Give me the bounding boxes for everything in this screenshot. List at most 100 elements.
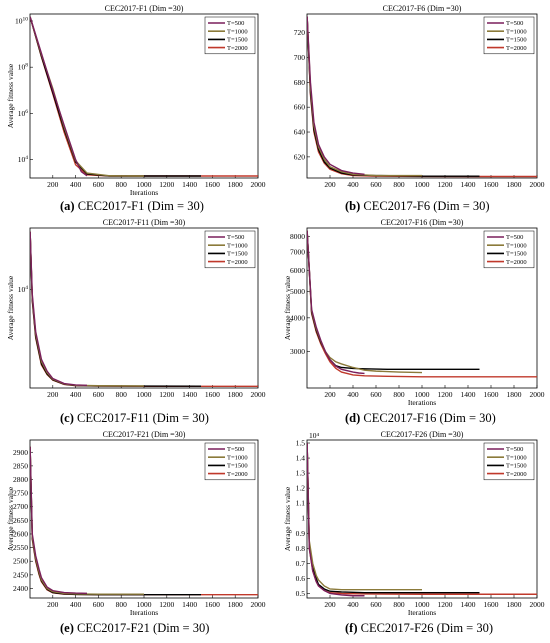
legend-label: T=1500 (506, 251, 527, 258)
x-tick-label: 600 (93, 180, 105, 189)
x-tick-label: 800 (116, 180, 128, 189)
x-tick-label: 1400 (461, 390, 476, 399)
x-tick-label: 600 (93, 390, 105, 399)
x-tick-label: 1000 (137, 390, 152, 399)
series-line-t-500 (307, 442, 365, 597)
x-tick-label: 1000 (415, 180, 430, 189)
y-axis-label: Average fitness value (283, 486, 292, 551)
x-tick-label: 1800 (228, 180, 243, 189)
series-line-t-500 (307, 230, 365, 375)
legend-label: T=500 (506, 446, 523, 453)
series-group (30, 231, 258, 388)
y-tick-label: 0.7 (296, 559, 306, 568)
x-tick-label: 2000 (530, 180, 545, 189)
x-tick-label: 2000 (251, 600, 266, 609)
x-tick-label: 1200 (438, 390, 453, 399)
x-tick-label: 1600 (205, 180, 220, 189)
legend-label: T=2000 (506, 45, 527, 52)
x-tick-label: 400 (70, 600, 82, 609)
panel-caption: (c) CEC2017-F11 (Dim = 30) (60, 411, 209, 425)
x-tick-label: 200 (324, 390, 336, 399)
legend-label: T=1000 (227, 242, 248, 249)
x-tick-label: 200 (47, 390, 59, 399)
chart-panel-4: CEC2017-F16 (Dim =30) 200 400 600 800 1000 120… (283, 218, 545, 425)
y-tick-label: 2450 (13, 570, 28, 579)
x-tick-label: 1400 (182, 390, 197, 399)
x-tick-label: 1800 (507, 390, 522, 399)
y-tick-label: 0.8 (296, 544, 306, 553)
y-tick-label: 1.3 (296, 469, 306, 478)
legend-label: T=2000 (227, 45, 248, 52)
x-tick-label: 2000 (251, 390, 266, 399)
panel-caption: (b) CEC2017-F6 (Dim = 30) (345, 199, 490, 213)
y-tick-label: 2400 (13, 584, 28, 593)
x-tick-label: 2000 (251, 180, 266, 189)
x-tick-label: 2000 (530, 390, 545, 399)
legend-label: T=1500 (227, 463, 248, 470)
series-group (30, 16, 258, 177)
x-tick-label: 600 (93, 600, 105, 609)
x-tick-label: 1600 (484, 390, 499, 399)
x-tick-label: 1600 (484, 600, 499, 609)
x-tick-label: 1200 (159, 180, 174, 189)
y-tick-label: 660 (294, 103, 306, 112)
y-tick-label: 6000 (290, 266, 305, 275)
y-tick-label: 1 (301, 514, 305, 523)
chart-title: CEC2017-F11 (Dim =30) (103, 218, 186, 227)
series-line-t-500 (30, 446, 88, 595)
y-tick-label: 0.5 (296, 589, 306, 598)
legend-label: T=1000 (227, 28, 248, 35)
y-tick-label: 2500 (13, 557, 28, 566)
x-tick-label: 800 (116, 390, 128, 399)
y-tick-label: 8000 (290, 232, 305, 241)
legend-label: T=1000 (506, 242, 527, 249)
x-tick-label: 1400 (182, 600, 197, 609)
x-tick-label: 2000 (530, 600, 545, 609)
y-tick-label: 104 (18, 285, 29, 294)
y-tick-label: 620 (294, 152, 306, 161)
y-axis-label: Average fitness value (6, 486, 15, 551)
series-line-t-500 (30, 231, 88, 387)
series-line-t-1000 (307, 442, 422, 591)
legend-label: T=2000 (227, 471, 248, 478)
x-tick-label: 1800 (507, 180, 522, 189)
legend-label: T=500 (227, 20, 244, 27)
y-tick-label: 106 (18, 109, 29, 118)
chart-title: CEC2017-F1 (Dim =30) (105, 4, 184, 13)
x-tick-label: 1200 (159, 390, 174, 399)
x-tick-label: 1200 (438, 180, 453, 189)
y-tick-label: 1010 (15, 16, 28, 25)
panel-caption: (f) CEC2017-F26 (Dim = 30) (345, 621, 493, 635)
y-tick-label: 108 (18, 63, 29, 72)
y-tick-label: 680 (294, 78, 306, 87)
y-axis-label: Average fitness value (283, 275, 292, 340)
legend-label: T=2000 (227, 259, 248, 266)
x-tick-label: 800 (393, 600, 405, 609)
legend-label: T=1000 (506, 454, 527, 461)
x-axis-label: Iterations (408, 398, 436, 407)
x-tick-label: 1000 (137, 180, 152, 189)
x-tick-label: 1000 (415, 390, 430, 399)
x-tick-label: 1400 (182, 180, 197, 189)
x-tick-label: 1800 (228, 390, 243, 399)
series-group (30, 446, 258, 596)
y-tick-label: 2700 (13, 502, 28, 511)
y-axis-label: Average fitness value (6, 275, 15, 340)
y-tick-label: 1.4 (296, 454, 306, 463)
y-tick-label: 7000 (290, 248, 305, 257)
y-tick-label: 2850 (13, 461, 28, 470)
x-tick-label: 1600 (484, 180, 499, 189)
legend-label: T=1000 (227, 454, 248, 461)
legend-label: T=500 (506, 234, 523, 241)
series-line-t-500 (307, 16, 365, 175)
y-tick-label: 640 (294, 128, 306, 137)
chart-title: CEC2017-F26 (Dim =30) (381, 430, 464, 439)
y-tick-label: 700 (294, 53, 306, 62)
legend-label: T=1000 (506, 28, 527, 35)
panel-caption: (d) CEC2017-F16 (Dim = 30) (345, 411, 496, 425)
legend-label: T=500 (506, 20, 523, 27)
